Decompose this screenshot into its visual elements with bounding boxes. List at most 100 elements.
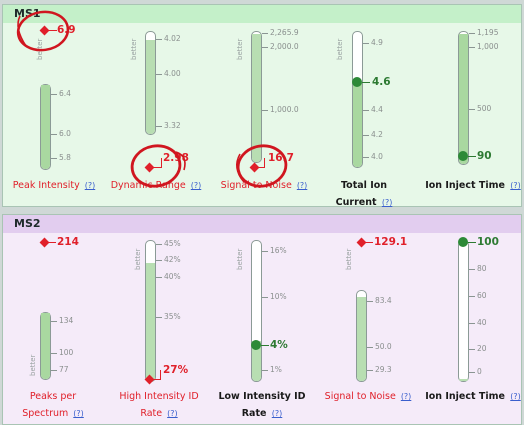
help-link[interactable]: (?)	[296, 181, 308, 190]
label-text: Spectrum	[22, 408, 72, 419]
tick-label: 4.00	[164, 69, 181, 78]
tick-mark	[363, 135, 369, 136]
tick-label: 42%	[164, 255, 181, 264]
ms2-header: MS2	[3, 215, 521, 233]
tick-label: 1,000.0	[270, 105, 299, 114]
total-ion-current-label: Total Ion Current (?)	[324, 177, 404, 211]
dynamic-range-gauge	[145, 31, 156, 135]
tick-mark	[51, 94, 57, 95]
help-link[interactable]: (?)	[510, 181, 521, 190]
peak-intensity-value: 6.9	[57, 24, 76, 36]
low-intensity-fill	[252, 341, 261, 381]
tick-label: 4.9	[371, 38, 383, 47]
tick-label: 4.2	[371, 130, 383, 139]
label-text: Signal to Noise	[324, 391, 399, 402]
tick-label: 1,000	[477, 42, 499, 51]
tick-label: 0	[477, 367, 482, 376]
ms2-signal-noise-connector	[364, 242, 373, 243]
help-link[interactable]: (?)	[190, 181, 202, 190]
tick-mark	[51, 134, 57, 135]
ms1-ion-inject-connector	[468, 156, 476, 157]
label-text: Rate	[140, 408, 166, 419]
tick-label: 77	[59, 365, 69, 374]
ms1-panel: MS1	[2, 4, 522, 207]
total-ion-current-connector	[362, 82, 370, 83]
help-link[interactable]: (?)	[167, 409, 178, 418]
ms1-header: MS1	[3, 5, 521, 23]
ms2-ion-inject-fill	[459, 379, 468, 381]
label-text: Ion Inject Time	[425, 180, 509, 191]
label-text: Peak Intensity	[12, 180, 83, 191]
tick-mark	[51, 370, 57, 371]
tick-mark	[363, 43, 369, 44]
label-text: Current	[335, 197, 380, 208]
tick-mark	[156, 260, 162, 261]
tick-label: 60	[477, 291, 487, 300]
tick-label: 20	[477, 344, 487, 353]
ms2-signal-noise-label: Signal to Noise (?)	[316, 388, 420, 405]
label-text: Total Ion	[340, 180, 388, 191]
tick-label: 134	[59, 316, 74, 325]
high-intensity-connector	[152, 379, 161, 380]
ms1-ion-inject-gauge	[458, 31, 469, 165]
high-intensity-gauge	[145, 240, 156, 382]
dynamic-range-connector	[152, 167, 162, 168]
better-label: better	[134, 248, 142, 270]
ms2-signal-noise-gauge	[356, 290, 367, 382]
tick-label: 29.3	[375, 365, 392, 374]
tick-label: 2,265.9	[270, 28, 299, 37]
annotation-circle-icon	[130, 144, 186, 188]
better-label: better	[336, 38, 344, 60]
tick-mark	[363, 110, 369, 111]
ms1-ion-inject-marker	[458, 151, 468, 161]
tick-label: 50.0	[375, 342, 392, 351]
tick-mark	[367, 370, 373, 371]
peaks-per-spectrum-connector	[47, 242, 56, 243]
better-label: better	[130, 38, 138, 60]
help-link[interactable]: (?)	[84, 181, 96, 190]
total-ion-current-fill	[353, 83, 362, 167]
tick-label: 40%	[164, 272, 181, 281]
tick-label: 500	[477, 104, 492, 113]
high-intensity-label: High Intensity ID Rate (?)	[104, 388, 214, 422]
low-intensity-connector	[261, 345, 269, 346]
low-intensity-value: 4%	[270, 339, 288, 351]
peaks-per-spectrum-value: 214	[57, 236, 79, 248]
tick-label: 40	[477, 318, 487, 327]
total-ion-current-marker	[352, 77, 362, 87]
high-intensity-fill	[146, 263, 155, 381]
tick-label: 4.02	[164, 34, 181, 43]
tick-mark	[469, 323, 475, 324]
ms1-signal-noise-fill	[252, 34, 261, 162]
help-link[interactable]: (?)	[73, 409, 84, 418]
low-intensity-label: Low Intensity ID Rate (?)	[208, 388, 316, 422]
ms2-signal-noise-fill	[357, 297, 366, 381]
peak-intensity-label: Peak Intensity (?)	[6, 177, 102, 194]
tick-mark	[156, 277, 162, 278]
help-link[interactable]: (?)	[400, 392, 412, 401]
ms2-ion-inject-label: Ion Inject Time (?)	[424, 388, 522, 405]
tick-label: 5.8	[59, 153, 71, 162]
total-ion-current-gauge	[352, 31, 363, 168]
help-link[interactable]: (?)	[510, 392, 521, 401]
ms1-signal-noise-connector-vertical	[264, 158, 265, 168]
help-link[interactable]: (?)	[271, 409, 283, 418]
total-ion-current-value: 4.6	[372, 76, 391, 88]
tick-label: 80	[477, 264, 487, 273]
tick-label: 2,000.0	[270, 42, 299, 51]
tick-label: 100	[59, 348, 74, 357]
help-link[interactable]: (?)	[381, 198, 393, 207]
low-intensity-marker	[251, 340, 261, 350]
label-text: High Intensity ID	[119, 391, 199, 402]
tick-label: 45%	[164, 239, 181, 248]
tick-label: 10%	[270, 292, 287, 301]
tick-mark	[469, 372, 475, 373]
tick-mark	[469, 296, 475, 297]
tick-label: 1,195	[477, 28, 499, 37]
tick-mark	[156, 244, 162, 245]
dynamic-range-connector-vertical	[161, 158, 162, 168]
tick-mark	[469, 109, 475, 110]
ms2-ion-inject-marker	[458, 237, 468, 247]
tick-mark	[469, 47, 475, 48]
